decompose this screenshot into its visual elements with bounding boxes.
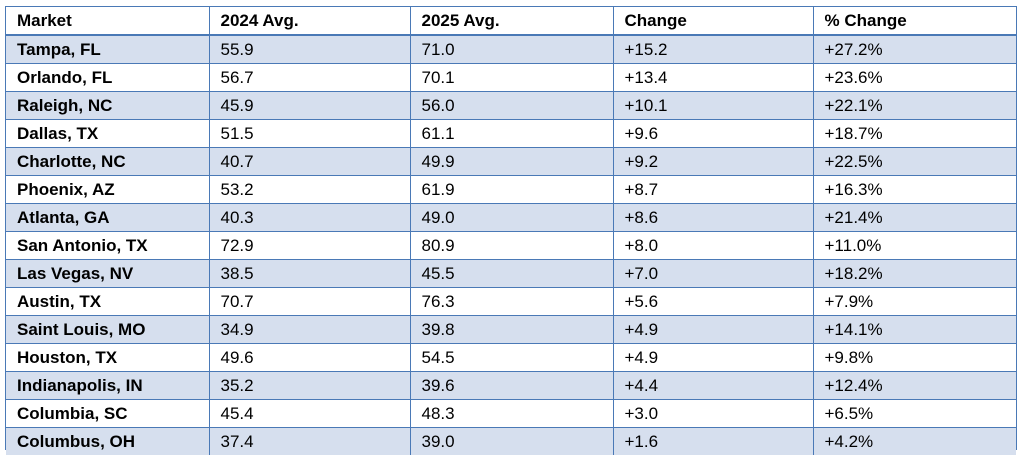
cell-2025-avg: 76.3: [410, 287, 614, 316]
cell-change: +7.0: [613, 259, 814, 288]
cell-market: Austin, TX: [6, 287, 210, 316]
cell-change: +3.0: [613, 399, 814, 428]
cell-2025-avg: 61.1: [410, 119, 614, 148]
cell-2025-avg: 48.3: [410, 399, 614, 428]
table-row: Phoenix, AZ 53.2 61.9 +8.7 +16.3%: [6, 175, 1016, 204]
table-row: Charlotte, NC 40.7 49.9 +9.2 +22.5%: [6, 147, 1016, 176]
cell-market: Columbus, OH: [6, 427, 210, 456]
cell-2025-avg: 39.0: [410, 427, 614, 456]
cell-pct-change: +18.7%: [813, 119, 1016, 148]
cell-2025-avg: 54.5: [410, 343, 614, 372]
cell-change: +15.2: [613, 35, 814, 64]
cell-market: Indianapolis, IN: [6, 371, 210, 400]
cell-pct-change: +18.2%: [813, 259, 1016, 288]
cell-pct-change: +7.9%: [813, 287, 1016, 316]
cell-change: +5.6: [613, 287, 814, 316]
cell-pct-change: +9.8%: [813, 343, 1016, 372]
cell-change: +4.9: [613, 315, 814, 344]
cell-market: Las Vegas, NV: [6, 259, 210, 288]
cell-change: +9.2: [613, 147, 814, 176]
table-row: San Antonio, TX 72.9 80.9 +8.0 +11.0%: [6, 231, 1016, 260]
table-row: Raleigh, NC 45.9 56.0 +10.1 +22.1%: [6, 91, 1016, 120]
cell-market: Charlotte, NC: [6, 147, 210, 176]
cell-market: Atlanta, GA: [6, 203, 210, 232]
cell-2024-avg: 45.9: [209, 91, 411, 120]
cell-pct-change: +16.3%: [813, 175, 1016, 204]
cell-pct-change: +27.2%: [813, 35, 1016, 64]
header-2024-avg: 2024 Avg.: [209, 7, 411, 36]
header-market: Market: [6, 7, 210, 36]
header-change: Change: [613, 7, 814, 36]
market-table: Market 2024 Avg. 2025 Avg. Change % Chan…: [6, 7, 1016, 456]
cell-2025-avg: 71.0: [410, 35, 614, 64]
cell-2025-avg: 39.8: [410, 315, 614, 344]
table-row: Orlando, FL 56.7 70.1 +13.4 +23.6%: [6, 63, 1016, 92]
cell-2024-avg: 72.9: [209, 231, 411, 260]
cell-2024-avg: 34.9: [209, 315, 411, 344]
cell-pct-change: +22.1%: [813, 91, 1016, 120]
cell-2025-avg: 49.9: [410, 147, 614, 176]
table-row: Dallas, TX 51.5 61.1 +9.6 +18.7%: [6, 119, 1016, 148]
cell-2024-avg: 70.7: [209, 287, 411, 316]
header-pct-change: % Change: [813, 7, 1016, 36]
cell-market: Dallas, TX: [6, 119, 210, 148]
cell-2024-avg: 56.7: [209, 63, 411, 92]
cell-market: Saint Louis, MO: [6, 315, 210, 344]
header-row: Market 2024 Avg. 2025 Avg. Change % Chan…: [6, 7, 1016, 36]
cell-2025-avg: 61.9: [410, 175, 614, 204]
cell-2025-avg: 70.1: [410, 63, 614, 92]
cell-2024-avg: 35.2: [209, 371, 411, 400]
cell-change: +13.4: [613, 63, 814, 92]
cell-pct-change: +6.5%: [813, 399, 1016, 428]
cell-change: +4.9: [613, 343, 814, 372]
cell-2025-avg: 39.6: [410, 371, 614, 400]
table-row: Columbia, SC 45.4 48.3 +3.0 +6.5%: [6, 399, 1016, 428]
table-row: Austin, TX 70.7 76.3 +5.6 +7.9%: [6, 287, 1016, 316]
cell-2025-avg: 45.5: [410, 259, 614, 288]
cell-market: Columbia, SC: [6, 399, 210, 428]
cell-market: San Antonio, TX: [6, 231, 210, 260]
cell-2025-avg: 49.0: [410, 203, 614, 232]
cell-2024-avg: 40.7: [209, 147, 411, 176]
cell-2024-avg: 49.6: [209, 343, 411, 372]
cell-2025-avg: 80.9: [410, 231, 614, 260]
cell-market: Orlando, FL: [6, 63, 210, 92]
cell-pct-change: +21.4%: [813, 203, 1016, 232]
table-row: Saint Louis, MO 34.9 39.8 +4.9 +14.1%: [6, 315, 1016, 344]
cell-change: +9.6: [613, 119, 814, 148]
table-row: Las Vegas, NV 38.5 45.5 +7.0 +18.2%: [6, 259, 1016, 288]
table-row: Columbus, OH 37.4 39.0 +1.6 +4.2%: [6, 427, 1016, 456]
table-row: Houston, TX 49.6 54.5 +4.9 +9.8%: [6, 343, 1016, 372]
cell-2024-avg: 37.4: [209, 427, 411, 456]
cell-2024-avg: 45.4: [209, 399, 411, 428]
cell-market: Phoenix, AZ: [6, 175, 210, 204]
cell-market: Tampa, FL: [6, 35, 210, 64]
cell-2024-avg: 55.9: [209, 35, 411, 64]
cell-pct-change: +22.5%: [813, 147, 1016, 176]
cell-change: +8.7: [613, 175, 814, 204]
cell-2024-avg: 53.2: [209, 175, 411, 204]
table-row: Tampa, FL 55.9 71.0 +15.2 +27.2%: [6, 35, 1016, 64]
cell-change: +1.6: [613, 427, 814, 456]
cell-market: Houston, TX: [6, 343, 210, 372]
cell-pct-change: +14.1%: [813, 315, 1016, 344]
cell-pct-change: +12.4%: [813, 371, 1016, 400]
cell-2024-avg: 38.5: [209, 259, 411, 288]
cell-2024-avg: 40.3: [209, 203, 411, 232]
cell-pct-change: +11.0%: [813, 231, 1016, 260]
market-table-frame: Market 2024 Avg. 2025 Avg. Change % Chan…: [5, 6, 1017, 456]
cell-change: +10.1: [613, 91, 814, 120]
cell-2024-avg: 51.5: [209, 119, 411, 148]
cell-change: +8.6: [613, 203, 814, 232]
cell-pct-change: +4.2%: [813, 427, 1016, 456]
table-row: Atlanta, GA 40.3 49.0 +8.6 +21.4%: [6, 203, 1016, 232]
cell-change: +8.0: [613, 231, 814, 260]
cell-2025-avg: 56.0: [410, 91, 614, 120]
cell-pct-change: +23.6%: [813, 63, 1016, 92]
cell-market: Raleigh, NC: [6, 91, 210, 120]
header-2025-avg: 2025 Avg.: [410, 7, 614, 36]
cell-change: +4.4: [613, 371, 814, 400]
table-row: Indianapolis, IN 35.2 39.6 +4.4 +12.4%: [6, 371, 1016, 400]
